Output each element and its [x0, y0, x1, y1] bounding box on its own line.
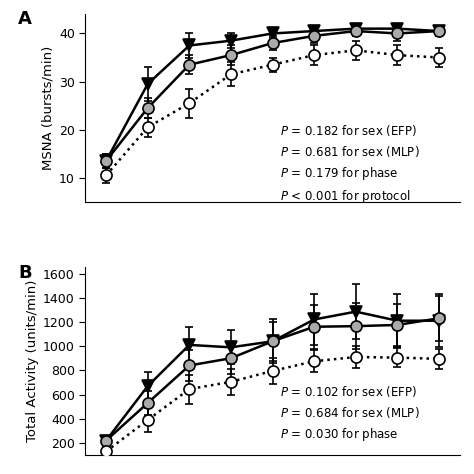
Y-axis label: MSNA (bursts/min): MSNA (bursts/min) [42, 46, 55, 170]
Text: $P$ = 0.102 for sex (EFP)
$P$ = 0.684 for sex (MLP)
$P$ = 0.030 for phase: $P$ = 0.102 for sex (EFP) $P$ = 0.684 fo… [280, 384, 419, 443]
Text: A: A [18, 10, 32, 28]
Y-axis label: Total Activity (units/min): Total Activity (units/min) [26, 280, 39, 442]
Text: $P$ = 0.182 for sex (EFP)
$P$ = 0.681 for sex (MLP)
$P$ = 0.179 for phase
$P$ < : $P$ = 0.182 for sex (EFP) $P$ = 0.681 fo… [280, 123, 419, 205]
Text: B: B [18, 264, 32, 282]
